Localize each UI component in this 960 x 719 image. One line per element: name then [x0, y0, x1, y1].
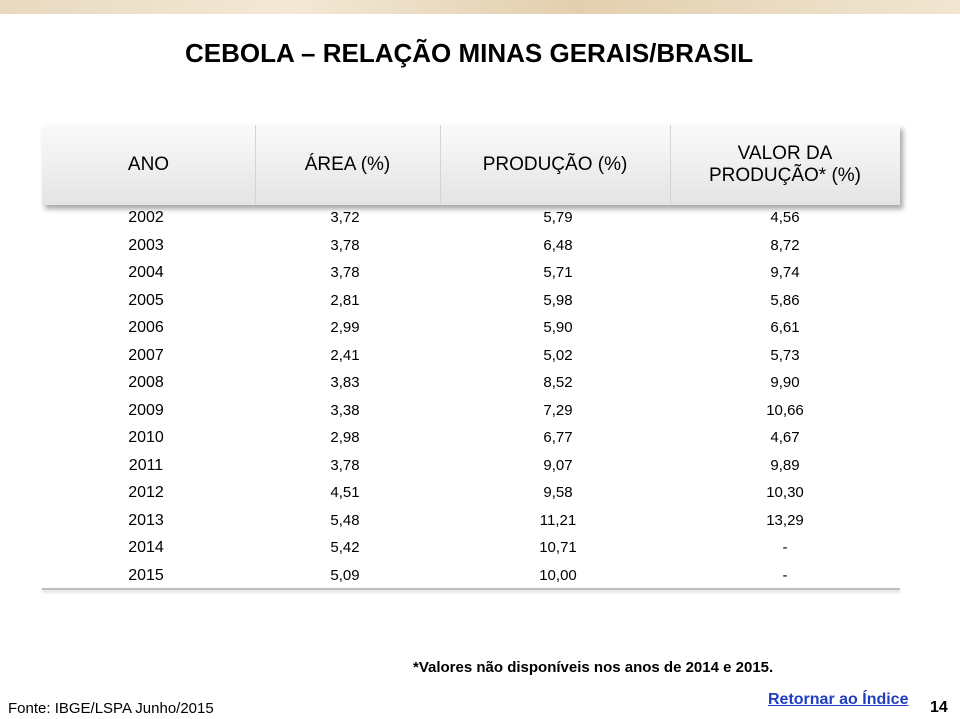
table-cell: 3,78: [330, 236, 360, 254]
table-cell: 9,58: [543, 484, 573, 501]
decorative-band: [0, 0, 960, 14]
divider: [670, 125, 671, 205]
table-cell: 2,98: [330, 429, 360, 446]
divider: [440, 125, 441, 205]
table-cell: 5,42: [330, 539, 360, 556]
table-cell: 3,78: [330, 264, 360, 281]
header-cell: ANO: [127, 154, 170, 175]
table-cell: 2012: [128, 484, 164, 501]
table-header: ANO ÁREA (%) PRODUÇÃO (%) VALOR DA PRODUÇÃO…: [42, 125, 900, 205]
table-cell: 3,38: [330, 401, 360, 419]
table-cell: 5,73: [770, 346, 800, 364]
note: *Valores não disponíveis nos anos de 201…: [413, 659, 774, 676]
table-cell: 2002: [128, 209, 164, 226]
table-cell: 2006: [128, 319, 164, 336]
table-cell: 4,51: [330, 484, 360, 501]
table-cell: 10,00: [539, 566, 577, 584]
divider: [255, 125, 256, 205]
table-cell: 8,72: [770, 236, 800, 254]
table-cell: 5,79: [543, 209, 573, 226]
table-cell: 6,77: [543, 429, 573, 446]
table-cell: 5,98: [543, 291, 573, 309]
table-cell: 5,48: [330, 511, 360, 529]
table-cell: 2010: [128, 429, 164, 446]
table-cell: 2004: [128, 264, 164, 281]
table-cell: 2014: [128, 539, 164, 556]
table-bottom-border: [42, 588, 900, 590]
table-cell: 5,02: [543, 346, 573, 364]
table-cell: 13,29: [766, 511, 804, 529]
table-cell: 2013: [128, 511, 164, 529]
table-cell: 3,78: [330, 456, 360, 474]
table-cell: 2,41: [330, 346, 360, 364]
table-cell: 2009: [128, 401, 164, 419]
header-cell: PRODUÇÃO (%): [482, 154, 628, 175]
header-cell: ÁREA (%): [304, 154, 391, 175]
table-cell: 8,52: [543, 374, 573, 391]
page-number: 14: [930, 699, 948, 716]
table-cell: 2003: [128, 236, 164, 254]
table-cell: 2005: [128, 291, 164, 309]
table-cell: 10,71: [539, 539, 577, 556]
table-cell: 9,89: [770, 456, 800, 474]
table-cell: 7,29: [543, 401, 573, 419]
index-link[interactable]: Retornar ao Índice: [768, 691, 909, 708]
table-cell: 5,86: [770, 291, 800, 309]
table-cell: 2008: [128, 374, 164, 391]
table-cell: 9,90: [770, 374, 800, 391]
table-cell: 2015: [128, 566, 164, 584]
table-cell: -: [782, 566, 788, 584]
table-cell: 3,72: [330, 209, 360, 226]
table-cell: 6,61: [770, 319, 800, 336]
table-cell: 5,09: [330, 566, 360, 584]
table-cell: 6,48: [543, 236, 573, 254]
table-cell: 2,81: [330, 291, 360, 309]
table-cell: 10,30: [766, 484, 804, 501]
table-cell: 4,56: [770, 209, 800, 226]
table-cell: 10,66: [766, 401, 804, 419]
table-cell: 11,21: [539, 511, 577, 529]
source: Fonte: IBGE/LSPA Junho/2015: [8, 700, 214, 717]
table-cell: 2011: [128, 456, 164, 474]
table-cell: 9,74: [770, 264, 800, 281]
table-cell: -: [782, 539, 788, 556]
title: CEBOLA – RELAÇÃO MINAS GERAIS/BRASIL: [185, 38, 754, 68]
table-cell: 4,67: [770, 429, 800, 446]
table-cell: 3,83: [330, 374, 360, 391]
table-cell: 9,07: [543, 456, 573, 474]
table-cell: 2007: [128, 346, 164, 364]
table-cell: 5,90: [543, 319, 573, 336]
table-cell: 2,99: [330, 319, 360, 336]
header-cell: VALOR DA PRODUÇÃO* (%): [708, 143, 861, 186]
table-cell: 5,71: [543, 264, 573, 281]
